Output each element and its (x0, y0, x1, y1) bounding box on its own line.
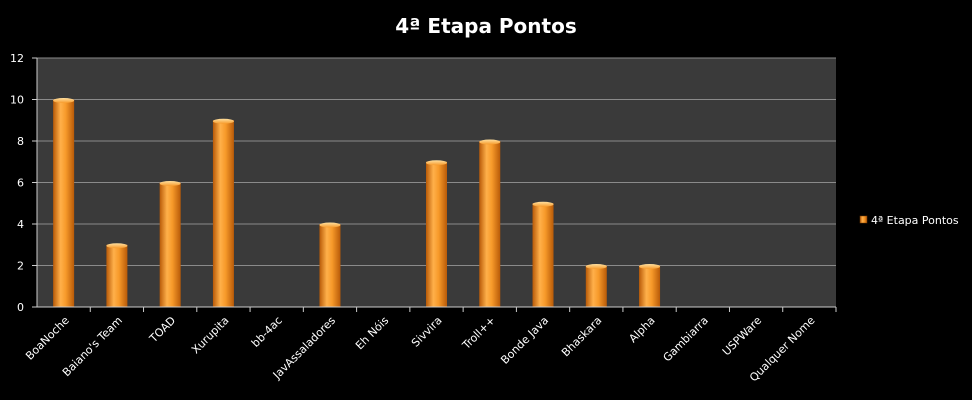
bar-cap (53, 98, 75, 103)
x-tick-label: BoaNoche (23, 314, 72, 363)
bar (639, 265, 661, 307)
bar-cap (106, 243, 128, 249)
x-tick-label: Eh Nóis (353, 314, 391, 352)
bar (212, 120, 234, 307)
x-tick-label: Alpha (626, 314, 657, 345)
x-tick-label: TOAD (146, 314, 178, 346)
bars (53, 98, 661, 307)
y-tick-label: 12 (10, 52, 24, 65)
bar-cap (532, 201, 554, 207)
chart-title: 4ª Etapa Pontos (395, 14, 577, 38)
x-tick-label: Sivvira (409, 314, 445, 350)
bar-cap (479, 139, 501, 145)
legend-swatch (859, 215, 868, 224)
y-tick-label: 0 (17, 301, 24, 314)
bar (159, 182, 181, 307)
bar-cap (159, 181, 181, 186)
x-tick-label: bb-4ac (249, 314, 285, 350)
y-tick-label: 6 (17, 177, 24, 190)
y-tick-label: 4 (17, 218, 24, 231)
bar (532, 203, 554, 307)
bar-cap (639, 264, 661, 269)
bar (426, 161, 447, 307)
x-tick-label: USPWare (720, 314, 764, 358)
legend-label: 4ª Etapa Pontos (871, 214, 959, 227)
bar-cap (426, 160, 447, 166)
x-tick-label: Xurupita (189, 314, 231, 356)
bar-cap (585, 264, 607, 269)
bar (585, 265, 607, 307)
x-tick-label: Bhaskara (559, 314, 604, 359)
y-tick-label: 2 (17, 260, 24, 273)
x-tick-label: Troll++ (459, 314, 498, 353)
y-tick-label: 10 (10, 94, 24, 107)
bar-cap (212, 118, 234, 124)
x-tick-label: Gambiarra (660, 314, 710, 364)
bar (53, 99, 75, 307)
bar (479, 141, 501, 307)
bar (319, 224, 341, 307)
bar (106, 244, 128, 307)
y-tick-label: 8 (17, 135, 24, 148)
bar-cap (319, 222, 341, 228)
legend: 4ª Etapa Pontos (859, 214, 959, 227)
x-tick-label: Bonde Java (498, 314, 551, 367)
